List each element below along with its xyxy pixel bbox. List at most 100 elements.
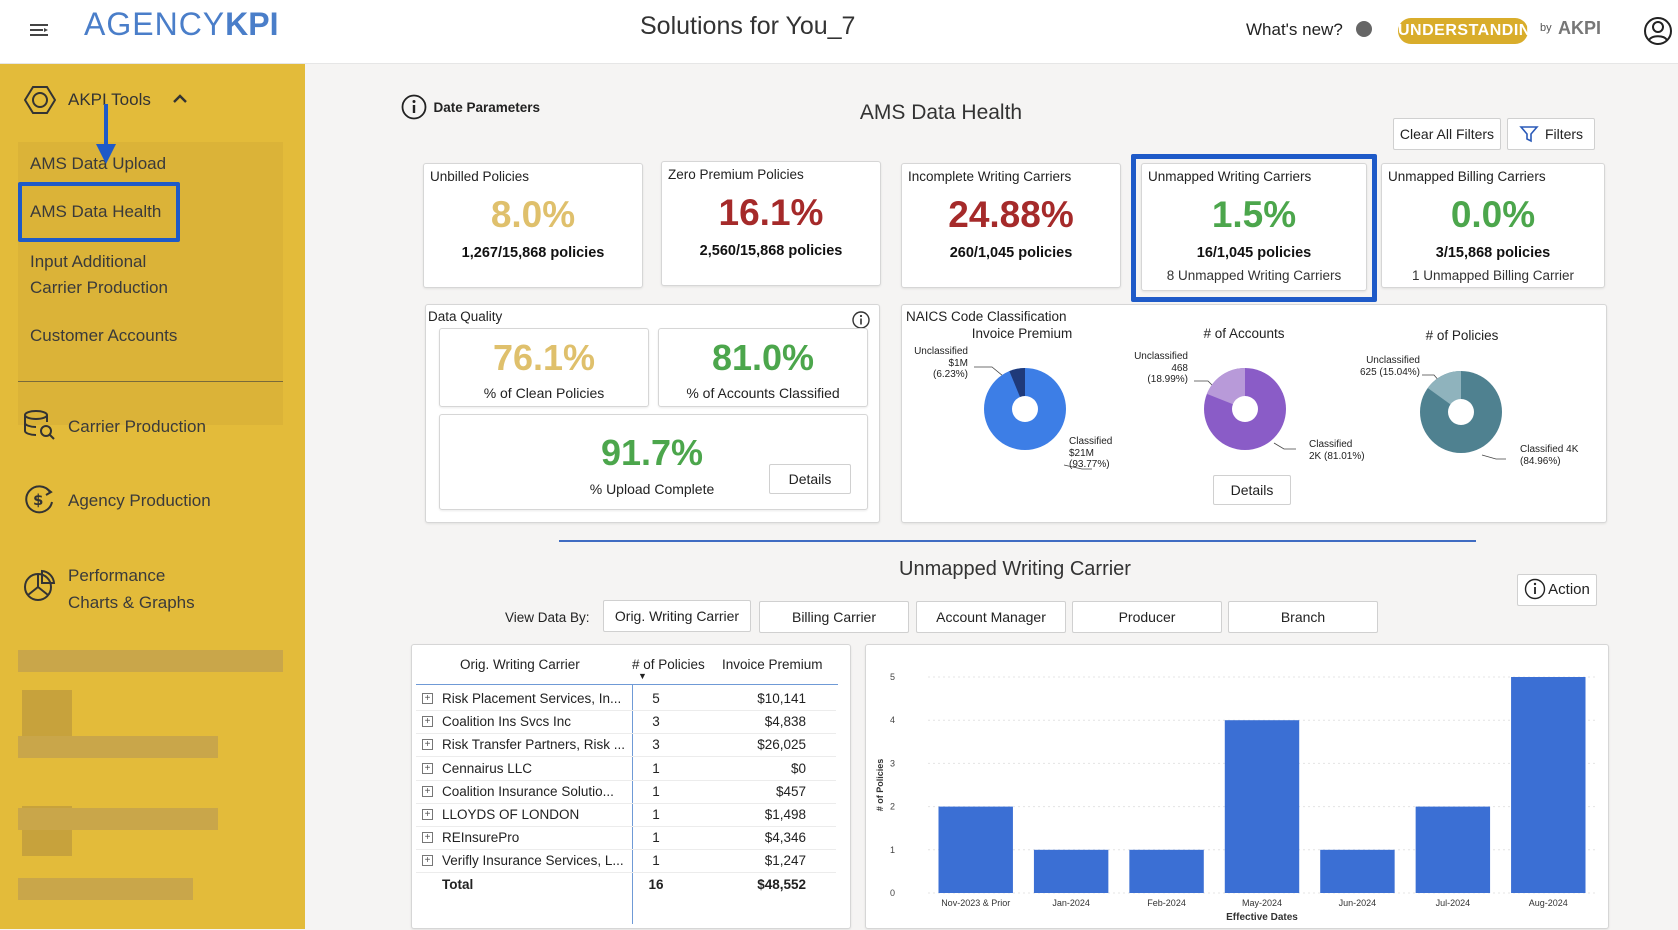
sidebar-item-ams-data-health[interactable]: AMS Data Health bbox=[30, 202, 162, 221]
quality-details-button[interactable]: Details bbox=[769, 464, 851, 494]
blurred-item bbox=[18, 878, 193, 900]
expand-icon[interactable]: + bbox=[422, 693, 433, 704]
sidebar-item-ams-data-upload[interactable]: AMS Data Upload bbox=[30, 154, 167, 173]
view-tab-orig-writing-carrier[interactable]: Orig. Writing Carrier bbox=[603, 600, 751, 632]
sidebar-item-carrier-production-input[interactable]: Carrier Production bbox=[30, 278, 168, 297]
date-parameters[interactable]: Date Parameters bbox=[401, 94, 540, 120]
accounts-classified-card[interactable]: 81.0% % of Accounts Classified bbox=[658, 328, 868, 407]
akpi-brand: AKPI bbox=[1558, 18, 1602, 38]
x-tick-label: Jan-2024 bbox=[1052, 898, 1090, 908]
kpi-card-unbilled[interactable]: Unbilled Policies 8.0% 1,267/15,868 poli… bbox=[423, 163, 643, 288]
pie-label-unclassified: Unclassified 625 (15.04%) bbox=[1336, 355, 1420, 378]
view-tab-producer[interactable]: Producer bbox=[1072, 601, 1222, 633]
sidebar-item-charts-graphs[interactable]: Charts & Graphs bbox=[68, 593, 195, 612]
column-header-carrier[interactable]: Orig. Writing Carrier bbox=[460, 657, 580, 672]
invoice-premium: $48,552 bbox=[757, 876, 806, 892]
carrier-name: Risk Placement Services, In... bbox=[442, 691, 622, 706]
action-label: Action bbox=[1548, 581, 1590, 598]
kpi-extra: 1 Unmapped Billing Carrier bbox=[1411, 268, 1575, 283]
pie-slice-unclassified[interactable] bbox=[1427, 371, 1461, 412]
logo-text-kpi: KPI bbox=[225, 6, 279, 42]
kpi-card-zero-premium[interactable]: Zero Premium Policies 16.1% 2,560/15,868… bbox=[661, 161, 881, 286]
blurred-item bbox=[18, 650, 283, 672]
section-title: AMS Data Health bbox=[859, 101, 1023, 124]
view-data-by-label: View Data By: bbox=[505, 610, 590, 625]
x-tick-label: Nov-2023 & Prior bbox=[941, 898, 1010, 908]
label-line: (93.77%) bbox=[1069, 459, 1110, 470]
table-row[interactable]: + REInsurePro 1 $4,346 bbox=[416, 826, 836, 851]
bar[interactable] bbox=[1320, 849, 1395, 893]
clean-policies-card[interactable]: 76.1% % of Clean Policies bbox=[439, 328, 649, 407]
menu-icon[interactable] bbox=[28, 20, 52, 40]
expand-icon[interactable]: + bbox=[422, 832, 433, 844]
sidebar-item-input-additional[interactable]: Input Additional bbox=[30, 252, 147, 271]
pie-title: # of Accounts bbox=[1203, 326, 1285, 341]
upload-complete-card[interactable]: 91.7% % Upload Complete Details bbox=[439, 414, 868, 510]
bar[interactable] bbox=[1033, 849, 1109, 893]
main-content: Date Parameters AMS Data Health Clear Al… bbox=[305, 64, 1678, 929]
pie-chart-invoice-premium[interactable] bbox=[902, 305, 1608, 524]
pie-policies[interactable] bbox=[1420, 371, 1502, 453]
sidebar-item-agency-production[interactable]: Agency Production bbox=[68, 491, 211, 510]
table-row[interactable]: + Coalition Ins Svcs Inc 3 $4,838 bbox=[416, 710, 836, 735]
naics-details-button[interactable]: Details bbox=[1213, 475, 1291, 505]
pie-title: Invoice Premium bbox=[971, 326, 1073, 341]
kpi-value: 24.88% bbox=[948, 194, 1074, 235]
pie-invoice-premium[interactable] bbox=[984, 368, 1066, 450]
bar[interactable] bbox=[938, 806, 1013, 893]
table-row[interactable]: + LLOYDS OF LONDON 1 $1,498 bbox=[416, 803, 836, 827]
understanding-badge[interactable]: UNDERSTANDING bbox=[1398, 18, 1543, 44]
view-tab-account-manager[interactable]: Account Manager bbox=[916, 601, 1066, 633]
x-tick-label: Jul-2024 bbox=[1436, 898, 1471, 908]
label-line: (6.23%) bbox=[932, 369, 968, 380]
action-button[interactable]: Action bbox=[1517, 574, 1597, 606]
bar[interactable] bbox=[1224, 720, 1300, 893]
unmapped-writing-highlight bbox=[1131, 154, 1377, 302]
kpi-subtitle: 260/1,045 policies bbox=[949, 245, 1073, 261]
table-row[interactable]: + Cennairus LLC 1 $0 bbox=[416, 757, 836, 781]
user-account-icon[interactable] bbox=[1643, 16, 1673, 46]
invoice-premium: $10,141 bbox=[757, 691, 806, 706]
kpi-card-unmapped-writing[interactable]: Unmapped Writing Carriers 1.5% 16/1,045 … bbox=[1141, 163, 1367, 291]
clear-all-filters-button[interactable]: Clear All Filters bbox=[1393, 118, 1501, 150]
pie-label-classified: Classified $21M (93.77%) bbox=[1069, 436, 1112, 471]
pie-label-unclassified: Unclassified 468 (18.99%) bbox=[1108, 351, 1188, 386]
pie-accounts[interactable] bbox=[1204, 368, 1286, 450]
expand-icon[interactable]: + bbox=[422, 716, 433, 728]
ams-data-health-highlight[interactable] bbox=[18, 182, 180, 242]
info-icon[interactable] bbox=[852, 311, 870, 329]
expand-icon[interactable]: + bbox=[422, 855, 433, 867]
expand-icon[interactable]: + bbox=[422, 762, 433, 774]
table-row[interactable]: + Risk Transfer Partners, Risk ... 3 $26,02… bbox=[416, 733, 836, 758]
pie-slice-unclassified[interactable] bbox=[1206, 368, 1245, 409]
expand-icon[interactable]: + bbox=[422, 739, 433, 751]
akpi-tools-toggle[interactable]: AKPI Tools bbox=[22, 82, 222, 118]
bar[interactable] bbox=[1415, 806, 1491, 893]
pointer-arrow-icon bbox=[96, 104, 116, 164]
column-header-premium[interactable]: Invoice Premium bbox=[722, 657, 823, 672]
filters-button[interactable]: Filters bbox=[1507, 118, 1595, 150]
table-row[interactable]: + Coalition Insurance Solutio... 1 $457 bbox=[416, 780, 836, 804]
bar[interactable] bbox=[1129, 849, 1204, 893]
table-row[interactable]: + Verifly Insurance Services, L... 1 $1,247 bbox=[416, 849, 836, 874]
sidebar-item-customer-accounts[interactable]: Customer Accounts bbox=[30, 326, 178, 345]
table-row[interactable]: + Risk Placement Services, In... 5 $10,141 bbox=[416, 687, 836, 711]
view-tab-billing-carrier[interactable]: Billing Carrier bbox=[759, 601, 909, 633]
expand-icon[interactable]: + bbox=[422, 809, 433, 820]
agency-kpi-logo: AGENCYKPI bbox=[84, 4, 278, 44]
view-tab-branch[interactable]: Branch bbox=[1228, 601, 1378, 633]
sidebar-item-carrier-production[interactable]: Carrier Production bbox=[68, 417, 206, 436]
expand-icon[interactable]: + bbox=[422, 785, 433, 797]
kpi-card-incomplete-writing[interactable]: Incomplete Writing Carriers 24.88% 260/1… bbox=[901, 163, 1121, 288]
column-header-policies[interactable]: # of Policies bbox=[632, 657, 705, 672]
y-axis-label: # of Policies bbox=[875, 759, 885, 812]
pie-label-unclassified: Unclassified $1M (6.23%) bbox=[908, 346, 968, 381]
bar[interactable] bbox=[1511, 677, 1586, 893]
by-label: by bbox=[1540, 22, 1552, 34]
whats-new-link[interactable]: What's new? bbox=[1246, 20, 1372, 40]
y-tick-label: 3 bbox=[890, 758, 895, 768]
table-header: Orig. Writing Carrier # of Policies ▼ In… bbox=[416, 645, 838, 685]
carrier-name: Cennairus LLC bbox=[442, 760, 533, 776]
sidebar-item-performance[interactable]: Performance bbox=[68, 566, 166, 585]
kpi-card-unmapped-billing[interactable]: Unmapped Billing Carriers 0.0% 3/15,868 … bbox=[1381, 163, 1605, 288]
